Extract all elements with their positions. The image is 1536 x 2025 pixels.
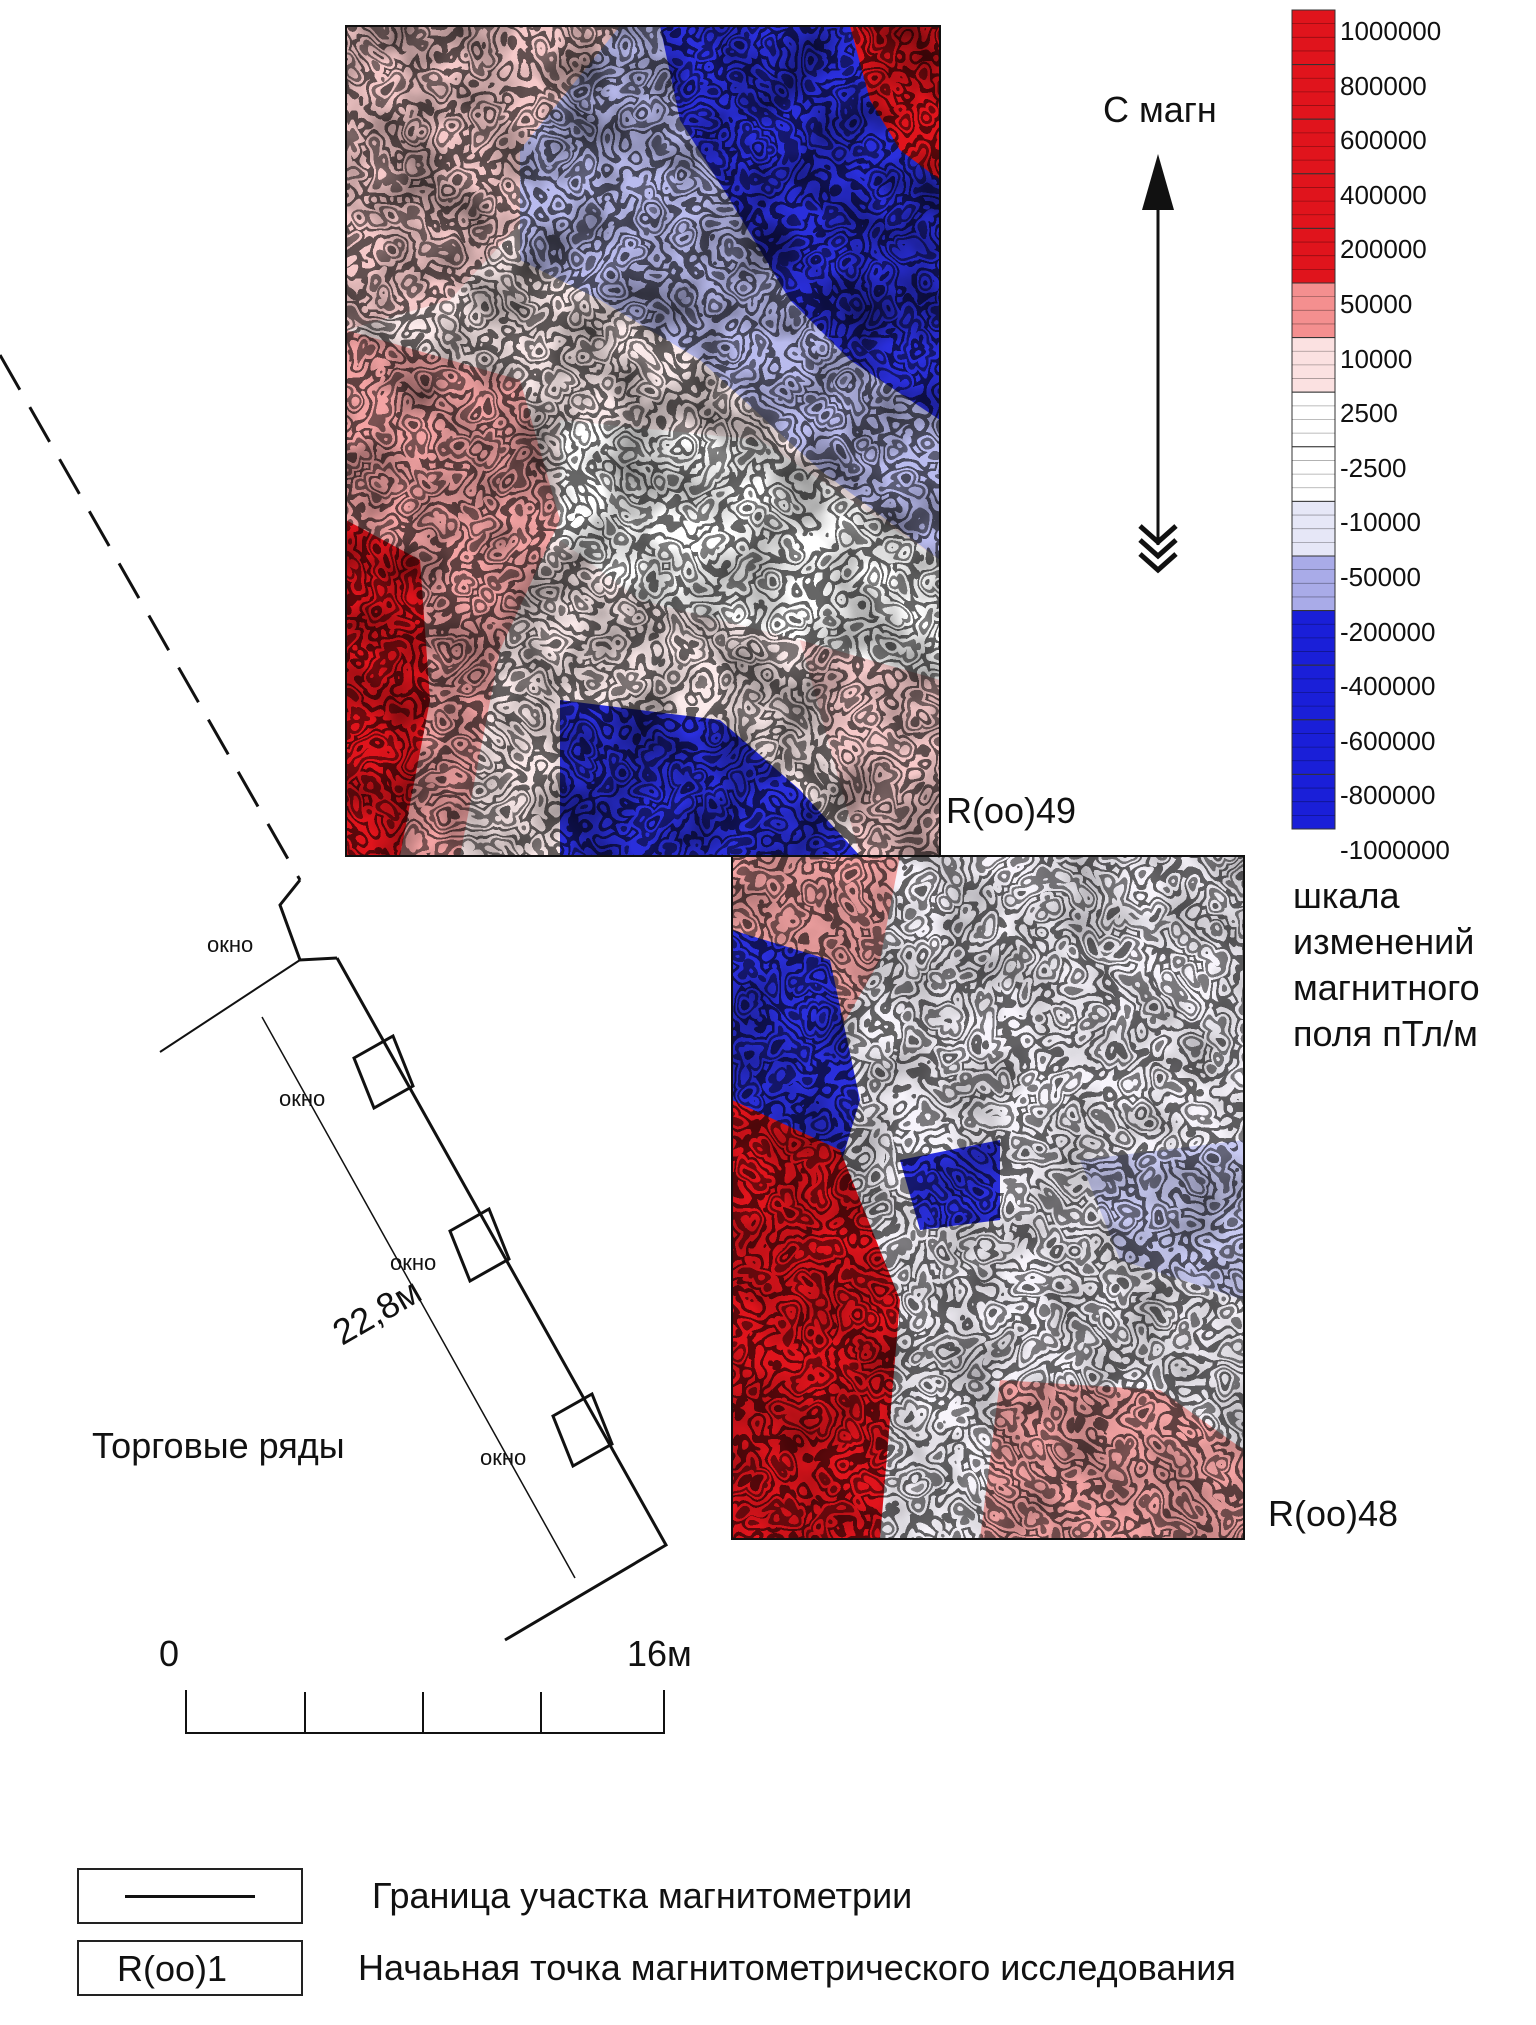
color-scale-band xyxy=(1291,227,1336,284)
color-scale-label: -200000 xyxy=(1340,616,1436,647)
scale-title-line-3: магнитного xyxy=(1293,967,1480,1008)
color-scale-label: -600000 xyxy=(1340,725,1436,756)
survey-label-upper: R(oo)49 xyxy=(946,790,1077,831)
color-scale-label: -50000 xyxy=(1340,562,1421,592)
legend-line-desc: Граница участка магнитометрии xyxy=(372,1875,913,1916)
boundary-line-sample xyxy=(125,1895,255,1898)
color-scale-band xyxy=(1291,446,1336,502)
color-scale-band xyxy=(1291,173,1336,229)
legend-point-symbol: R(oo)1 xyxy=(77,1940,303,1996)
color-scale-label: 1000000 xyxy=(1340,16,1442,46)
building-facade-line xyxy=(335,957,669,1642)
window-label-3: окно xyxy=(390,1250,437,1275)
color-scale-label: -400000 xyxy=(1340,671,1436,702)
color-scale-label: -2500 xyxy=(1340,452,1407,483)
window-2 xyxy=(448,1206,511,1284)
color-scale-band xyxy=(1291,664,1336,721)
color-scale-label: 10000 xyxy=(1340,343,1413,374)
building-name-label: Торговые ряды xyxy=(92,1425,345,1466)
scale-bar xyxy=(185,1690,665,1734)
color-scale-band xyxy=(1291,773,1336,830)
building-outline xyxy=(0,354,669,1642)
window-3 xyxy=(551,1391,614,1469)
north-arrow xyxy=(1138,154,1178,574)
color-scale-label: -800000 xyxy=(1340,780,1436,811)
window-label-4: окно xyxy=(480,1445,527,1470)
window-1 xyxy=(352,1033,415,1111)
scale-title-line-2: изменений xyxy=(1293,921,1475,962)
legend-point-desc: Начаьная точка магнитометрического иссле… xyxy=(358,1947,1236,1988)
scale-bar-start-label: 0 xyxy=(159,1633,180,1674)
dashed-extension-line xyxy=(0,354,302,881)
window-label-1: окно xyxy=(207,932,254,957)
survey-boundary-lower xyxy=(731,855,1245,1540)
legend-point-symbol-text: R(oo)1 xyxy=(117,1948,228,1989)
color-scale-label: -10000 xyxy=(1340,507,1421,538)
color-scale-label: 2500 xyxy=(1340,398,1398,429)
color-scale-band xyxy=(1291,282,1336,339)
color-scale-bar xyxy=(1291,9,1336,830)
color-scale-band xyxy=(1291,555,1336,612)
scale-bar-end-label: 16м xyxy=(627,1633,692,1674)
color-scale-band xyxy=(1291,118,1336,175)
color-scale-band xyxy=(1291,719,1336,775)
color-scale-band xyxy=(1291,610,1336,666)
survey-label-lower: R(oo)48 xyxy=(1268,1493,1399,1534)
survey-grid-lower xyxy=(732,856,1244,1539)
color-scale-label: -1000000 xyxy=(1340,835,1450,865)
survey-boundary-upper xyxy=(345,25,941,857)
survey-grid-upper xyxy=(346,26,940,856)
color-scale-band xyxy=(1291,391,1336,448)
color-scale-label: 400000 xyxy=(1340,179,1427,210)
window-label-2: окно xyxy=(279,1086,326,1111)
color-scale-band xyxy=(1291,9,1336,66)
scale-title-line-1: шкала xyxy=(1293,875,1400,916)
color-scale-band xyxy=(1291,64,1336,120)
color-scale-band xyxy=(1291,337,1336,393)
north-label: С магн xyxy=(1103,89,1217,130)
color-scale-label: 600000 xyxy=(1340,125,1427,156)
legend-line-symbol xyxy=(77,1868,303,1924)
dimension-line xyxy=(261,1016,576,1579)
color-scale-band xyxy=(1291,500,1336,557)
color-scale-label: 50000 xyxy=(1340,289,1413,319)
scale-title-line-4: поля пТл/м xyxy=(1293,1013,1478,1054)
color-scale-label: 800000 xyxy=(1340,70,1427,101)
color-scale-label: 200000 xyxy=(1340,234,1427,265)
